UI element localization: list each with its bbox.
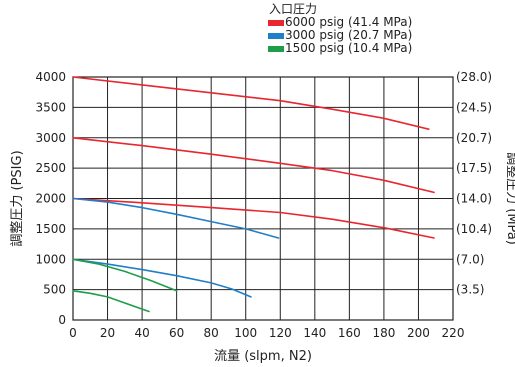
y2-tick-label: (20.7) <box>456 131 492 145</box>
series-line <box>72 137 435 194</box>
x-tick-label: 40 <box>134 326 149 340</box>
series-line <box>72 258 178 292</box>
y-tick-label: 500 <box>43 283 66 297</box>
legend-label: 3000 psig (20.7 MPa) <box>285 28 413 42</box>
tick-labels: 0 20 40 60 80 100 120 140 160 180 200 220 0 500 1000 15… <box>35 70 492 340</box>
legend-entry: 1500 psig (10.4 MPa) <box>268 42 412 55</box>
y-tick-label: 1000 <box>35 252 66 266</box>
x-axis-label: 流量 (slpm, N2) <box>214 349 312 364</box>
y-tick-label: 3500 <box>35 100 66 114</box>
y2-tick-label: (14.0) <box>456 192 492 206</box>
x-tick-label: 0 <box>69 326 77 340</box>
x-tick-label: 140 <box>303 326 326 340</box>
x-tick-label: 120 <box>269 326 292 340</box>
y2-tick-label: (17.5) <box>456 161 492 175</box>
y2-axis-label: 調整圧力 (MPa) <box>504 152 515 245</box>
y2-tick-label: (3.5) <box>456 283 484 297</box>
y-tick-label: 1500 <box>35 222 66 236</box>
y2-tick-label: (24.5) <box>456 100 492 114</box>
legend-title: 入口圧力 <box>269 2 318 16</box>
x-tick-label: 220 <box>442 326 465 340</box>
x-tick-label: 20 <box>100 326 115 340</box>
y2-tick-label: (7.0) <box>456 252 484 266</box>
legend-swatch <box>268 19 284 26</box>
x-tick-label: 200 <box>407 326 430 340</box>
y-tick-label: 4000 <box>35 70 66 84</box>
series-line <box>72 197 435 239</box>
legend: 入口圧力 6000 psig (41.4 MPa) 3000 psig (20.7… <box>268 3 412 55</box>
x-tick-label: 100 <box>234 326 257 340</box>
series <box>72 76 435 239</box>
y-axis-label: 調整圧力 (PSIG) <box>10 150 25 246</box>
y-tick-label: 0 <box>58 313 66 327</box>
y-tick-label: 3000 <box>35 131 66 145</box>
y-tick-label: 2500 <box>35 161 66 175</box>
legend-entries: 6000 psig (41.4 MPa) 3000 psig (20.7 MPa)… <box>268 16 412 55</box>
series <box>72 197 280 298</box>
y-tick-label: 2000 <box>35 192 66 206</box>
legend-swatch <box>268 45 284 52</box>
series-layer <box>72 76 435 313</box>
series-line <box>72 76 430 130</box>
y2-tick-label: (10.4) <box>456 222 492 236</box>
x-tick-label: 60 <box>169 326 184 340</box>
legend-label: 6000 psig (41.4 MPa) <box>285 15 413 29</box>
x-tick-label: 80 <box>204 326 219 340</box>
x-tick-label: 180 <box>372 326 395 340</box>
y2-tick-label: (28.0) <box>456 70 492 84</box>
legend-entry: 6000 psig (41.4 MPa) <box>268 16 412 29</box>
grid <box>73 77 453 320</box>
series-line <box>72 258 252 298</box>
series-line <box>72 290 150 313</box>
series <box>72 258 178 313</box>
legend-entry: 3000 psig (20.7 MPa) <box>268 29 412 42</box>
x-tick-label: 160 <box>338 326 361 340</box>
legend-label: 1500 psig (10.4 MPa) <box>285 41 413 55</box>
series-line <box>72 197 280 239</box>
legend-swatch <box>268 32 284 39</box>
